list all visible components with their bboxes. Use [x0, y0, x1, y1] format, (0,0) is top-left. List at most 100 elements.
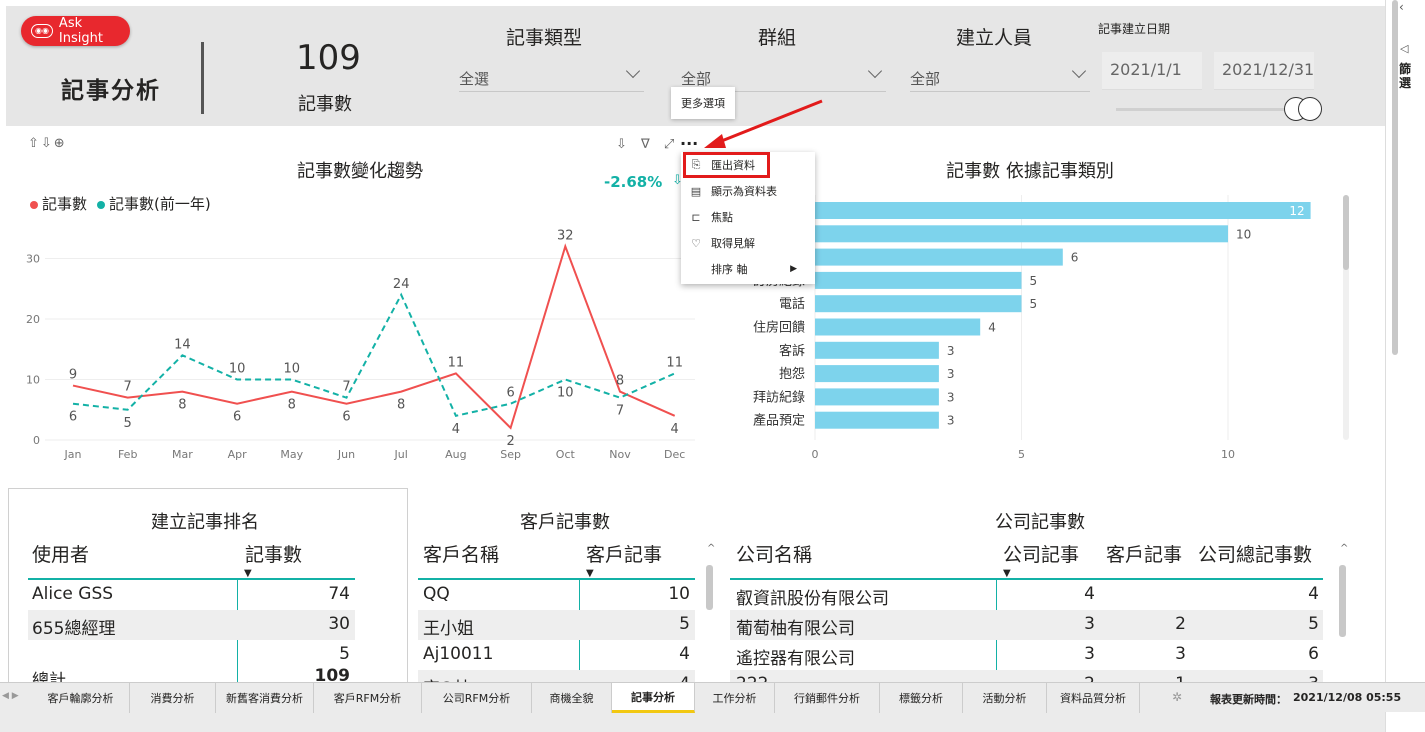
menu-item-show-table[interactable]: ▤ 顯示為資料表: [690, 184, 777, 199]
company-col-name[interactable]: 公司名稱: [736, 544, 813, 566]
page-tab[interactable]: 標籤分析: [880, 683, 963, 713]
menu-item-sort-axis[interactable]: 排序 軸 ▶: [711, 263, 797, 276]
drill-icons[interactable]: ⇧⇩⊕: [28, 136, 67, 151]
series-line-current[interactable]: [72, 243, 676, 430]
collapse-icon[interactable]: ‹: [1399, 0, 1404, 14]
page-tab[interactable]: 客戶輪廓分析: [32, 683, 130, 713]
data-label: 7: [124, 380, 132, 395]
y-tick-label: 30: [26, 253, 40, 266]
kpi-label: 記事數: [298, 94, 352, 115]
bar[interactable]: [815, 341, 939, 359]
customer-col-name[interactable]: 客戶名稱: [423, 544, 500, 566]
data-label: 6: [506, 386, 514, 401]
company-col-total[interactable]: 公司總記事數: [1198, 544, 1313, 566]
data-label: 4: [988, 321, 996, 335]
table-cell: 4: [1084, 584, 1095, 604]
date-start-input[interactable]: 2021/1/1: [1102, 52, 1202, 90]
table-row[interactable]: [28, 610, 355, 640]
more-options-button[interactable]: ···: [680, 134, 699, 153]
page-scrollbar[interactable]: [1392, 0, 1398, 355]
scroll-up-icon[interactable]: ^: [1340, 543, 1349, 554]
slicer-group-dropdown[interactable]: 全部: [681, 62, 886, 92]
table-row[interactable]: [730, 610, 1323, 640]
chevron-right-icon: ▶: [790, 264, 797, 274]
company-col-customer-notes[interactable]: 客戶記事: [1106, 544, 1183, 566]
trend-chart-title: 記事數變化趨勢: [297, 161, 423, 182]
table-cell: 5: [679, 614, 690, 634]
menu-item-export[interactable]: ⎘ 匯出資料: [681, 152, 815, 178]
customer-col-count[interactable]: 客戶記事: [586, 544, 663, 566]
slicer-type-dropdown[interactable]: 全選: [459, 62, 644, 92]
bar[interactable]: [815, 202, 1311, 219]
page-tab[interactable]: 活動分析: [963, 683, 1047, 713]
bar[interactable]: [815, 225, 1228, 243]
data-label: 10: [557, 386, 574, 401]
bar[interactable]: [815, 411, 939, 429]
bar[interactable]: [815, 271, 1022, 289]
slicer-creator-dropdown[interactable]: 全部: [910, 62, 1090, 92]
page-tab[interactable]: 客戶RFM分析: [314, 683, 422, 713]
page-tab[interactable]: 消費分析: [130, 683, 216, 713]
page-tab[interactable]: 行銷郵件分析: [775, 683, 880, 713]
table-cell: 2: [1175, 614, 1186, 634]
page-tab[interactable]: 記事分析: [612, 683, 695, 713]
table-cell: 10: [668, 584, 690, 604]
customer-table-scrollbar[interactable]: [706, 565, 713, 610]
date-slider-end-handle[interactable]: [1298, 97, 1322, 121]
data-label: 12: [1289, 204, 1304, 218]
visual-header-icons[interactable]: ⇩ ∇ ⤢: [616, 137, 680, 152]
annotation-arrow: [704, 99, 823, 148]
rank-col-count[interactable]: 記事數: [245, 544, 303, 566]
table-cell: 3: [1084, 614, 1095, 634]
bar[interactable]: [815, 248, 1063, 266]
table-row[interactable]: [418, 610, 695, 640]
bar-chart-scrollbar[interactable]: [1343, 195, 1349, 270]
x-tick-label: Jul: [394, 448, 408, 461]
trend-line-chart[interactable]: 0 10 20 30 Jan Feb Mar Apr May Jun Jul Aug Sep Oct Nov…: [0, 215, 700, 470]
data-label: 4: [671, 422, 679, 437]
trend-change-value: -2.68%: [604, 173, 663, 191]
page-tab[interactable]: 資料品質分析: [1047, 683, 1140, 713]
bar[interactable]: [815, 318, 981, 336]
context-menu: ⎘ 匯出資料 ▤ 顯示為資料表 ⊏ 焦點 ♡ 取得見解 排序 軸 ▶: [681, 152, 815, 284]
category-bar-chart[interactable]: 051012106訂房紀錄5電話5住房回饋4客訴3抱怨3拜訪紀錄3產品預定3: [705, 195, 1350, 470]
gear-icon[interactable]: ✲: [1172, 690, 1183, 704]
bar[interactable]: [815, 365, 939, 383]
header-rule: [28, 578, 355, 580]
page-tab[interactable]: 公司RFM分析: [422, 683, 532, 713]
page-tab[interactable]: 工作分析: [695, 683, 775, 713]
page-title: 記事分析: [61, 78, 161, 104]
chevron-down-icon: [625, 63, 641, 79]
category-label: 客訴: [779, 343, 805, 359]
rank-table-panel: [8, 488, 408, 682]
table-cell: 葡萄柚有限公司: [736, 619, 855, 639]
legend-item-previous[interactable]: 記事數(前一年): [97, 193, 211, 214]
data-label: 5: [1030, 297, 1038, 311]
date-slider-track[interactable]: [1116, 108, 1311, 111]
data-label: 3: [947, 344, 955, 358]
series-line-previous[interactable]: [72, 292, 676, 417]
page-tab[interactable]: 新舊客消費分析: [216, 683, 314, 713]
filter-pane-collapsed[interactable]: ‹ ◁ 篩選: [1385, 0, 1425, 732]
page-tab[interactable]: 商機全貌: [532, 683, 612, 713]
bar[interactable]: [815, 295, 1022, 313]
bar-chart-scroll-track[interactable]: [1343, 195, 1349, 440]
table-cell: 王小姐: [423, 619, 474, 639]
table-row[interactable]: [418, 670, 695, 682]
menu-item-focus[interactable]: ⊏ 焦點: [681, 204, 815, 230]
company-col-company-notes[interactable]: 公司記事: [1003, 544, 1080, 566]
company-table-scrollbar[interactable]: [1339, 565, 1346, 637]
table-row[interactable]: [730, 670, 1323, 682]
tab-scroll-left-icon[interactable]: ◀ ▶: [2, 691, 19, 701]
date-end-input[interactable]: 2021/12/31: [1214, 52, 1314, 90]
ask-insight-button[interactable]: ◉◉ Ask Insight: [21, 16, 130, 46]
x-tick-label: 10: [1221, 448, 1235, 461]
menu-item-insights[interactable]: ♡ 取得見解: [681, 230, 815, 256]
rank-col-user[interactable]: 使用者: [32, 544, 90, 566]
data-label: 6: [233, 410, 241, 425]
legend-item-current[interactable]: 記事數: [30, 193, 87, 214]
scroll-up-icon[interactable]: ^: [707, 543, 716, 554]
sort-desc-icon: ▼: [586, 568, 594, 579]
bar[interactable]: [815, 388, 939, 406]
table-cell: QQ: [423, 584, 450, 604]
